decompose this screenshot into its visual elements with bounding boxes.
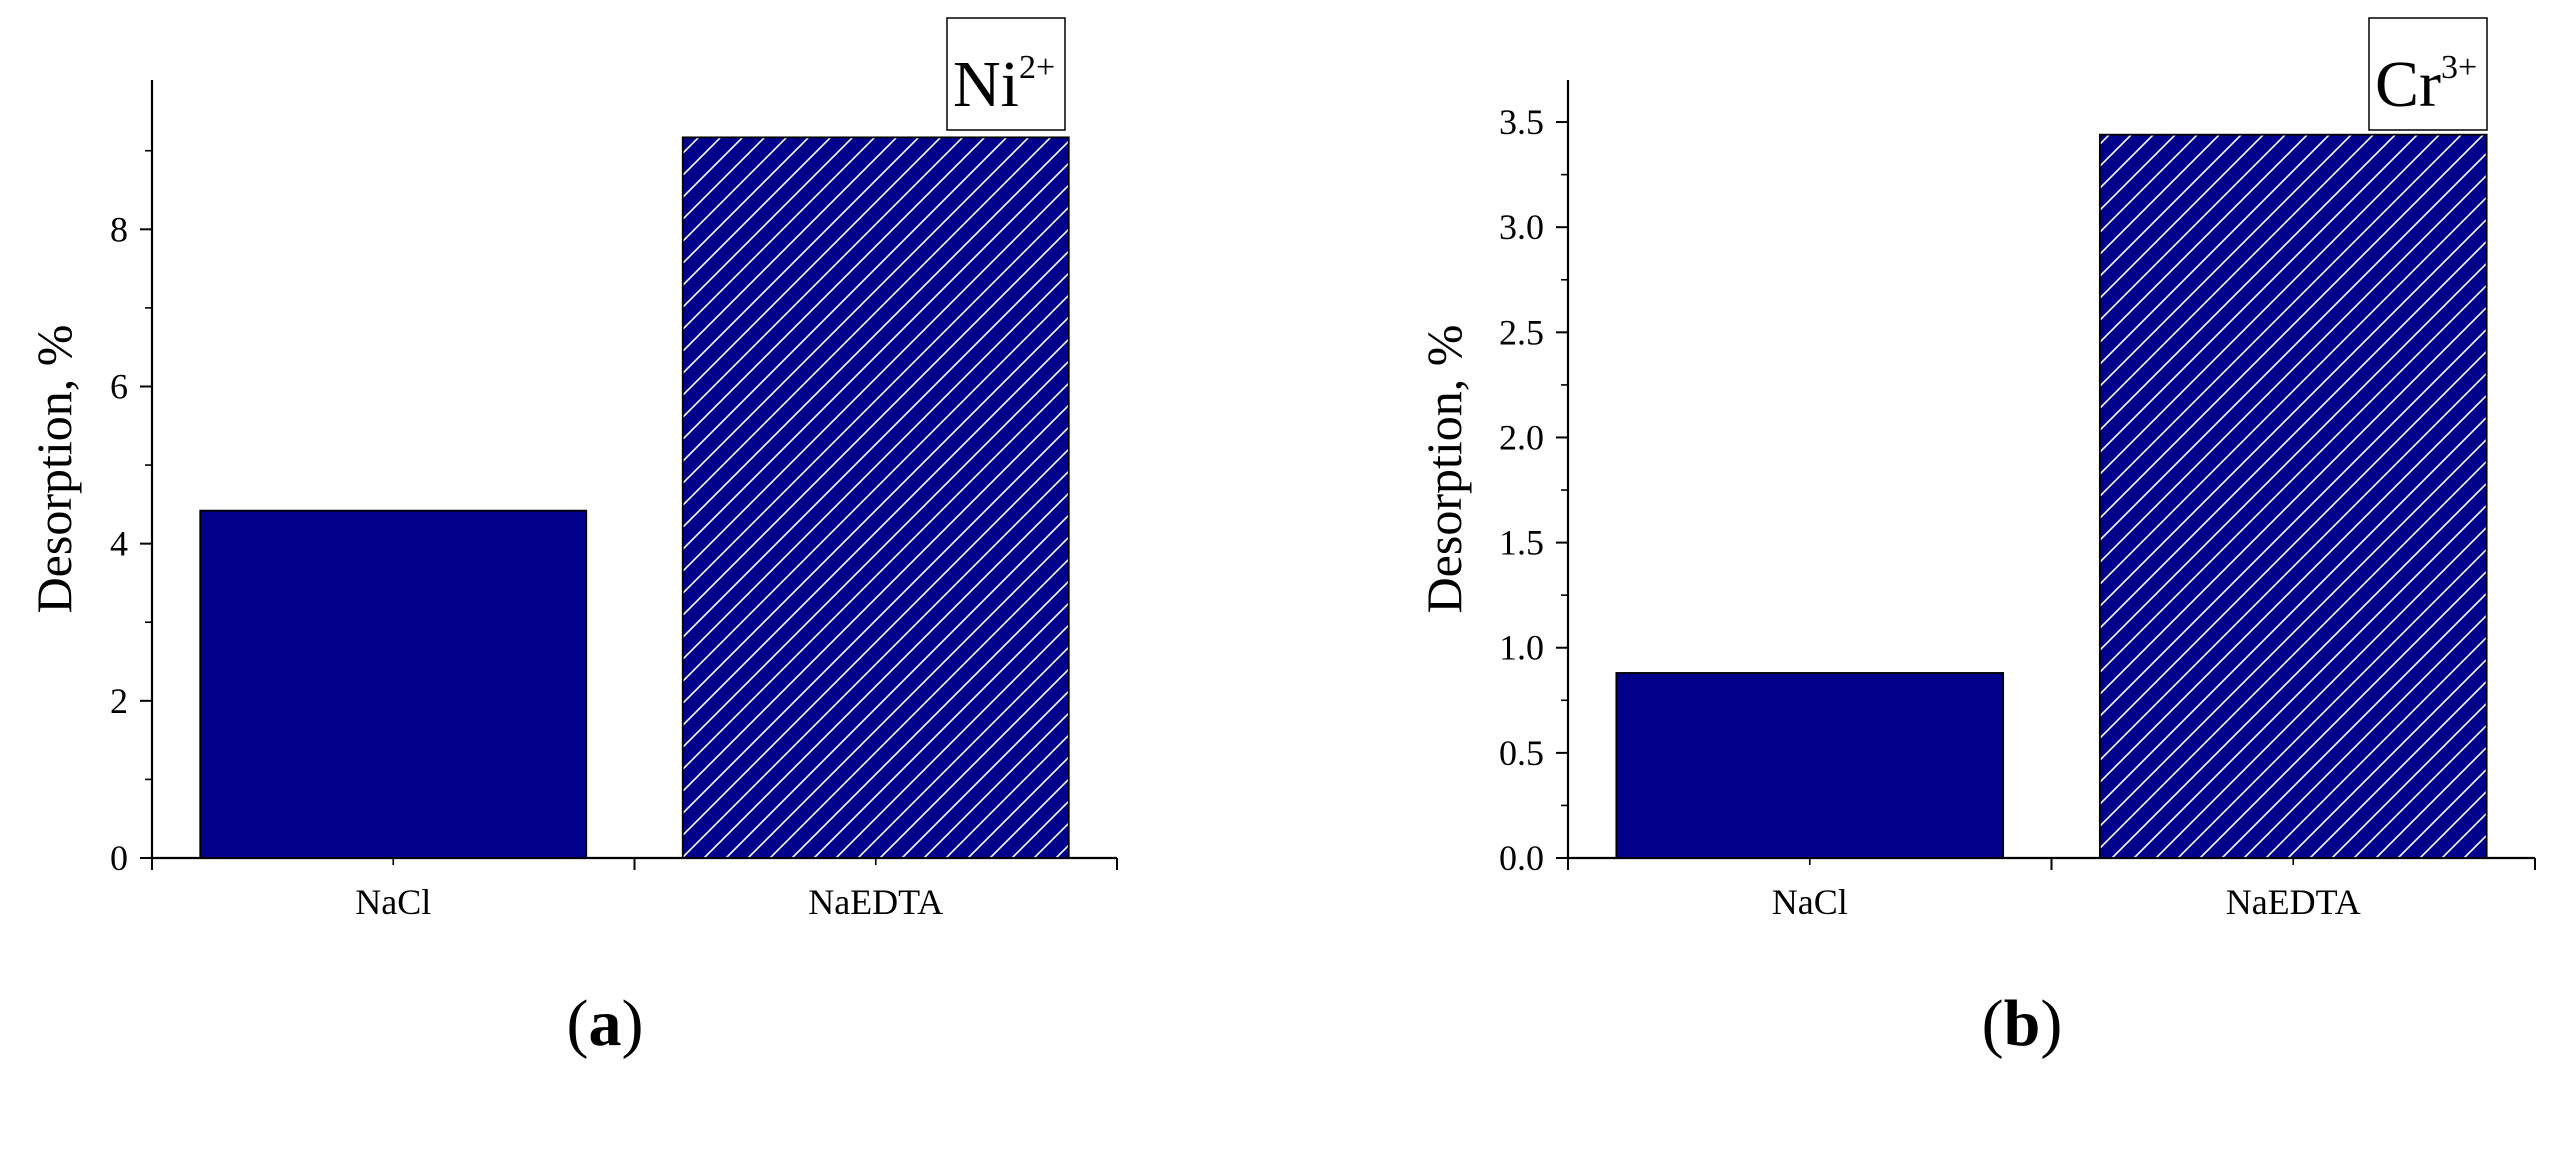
bar-chart-cr: 0.0 0.5 1.0 1.5 2.0 2.5 3.0 3.5 NaCl NaEDTA Deso… (1416, 17, 2536, 1060)
ion-symbol: Ni (953, 48, 1019, 121)
legend-frame (2368, 17, 2488, 131)
y-tick-label: 2.0 (1499, 417, 1544, 457)
panel-label: (b) (1982, 987, 2063, 1060)
y-tick-label: 0 (110, 838, 128, 878)
x-tick-label: NaEDTA (808, 882, 943, 922)
x-tick-label: NaCl (1772, 882, 1848, 922)
y-axis: 0.0 0.5 1.0 1.5 2.0 2.5 3.0 3.5 (1499, 80, 1570, 878)
bar-nacl (1615, 672, 2005, 859)
ion-legend-box: Cr3+ (2368, 17, 2488, 131)
ion-charge: 3+ (2441, 49, 2477, 86)
legend-frame (946, 17, 1066, 131)
bar-naedta (2098, 133, 2488, 859)
y-tick-label: 2 (110, 681, 128, 721)
y-tick-label: 6 (110, 366, 128, 406)
x-tick-label: NaCl (355, 882, 431, 922)
x-axis: NaCl NaEDTA (151, 856, 1118, 922)
panel-label-letter: a (589, 987, 622, 1060)
y-axis-title: Desorption, % (26, 325, 82, 614)
ion-label: Cr3+ (2375, 48, 2477, 121)
x-ticks: NaCl NaEDTA (1567, 858, 2536, 922)
bar-naedta (681, 136, 1070, 859)
y-ticks: 0 2 4 6 8 (110, 149, 152, 878)
x-ticks: NaCl NaEDTA (151, 858, 1118, 922)
panel-label-letter: b (2004, 987, 2041, 1060)
ion-label: Ni2+ (953, 48, 1055, 121)
panel-label-open: ( (567, 987, 589, 1060)
y-axis: 0 2 4 6 8 (110, 80, 154, 878)
bars (199, 136, 1070, 859)
ion-symbol: Cr (2375, 48, 2441, 121)
y-tick-label: 3.0 (1499, 207, 1544, 247)
bar-nacl (199, 509, 588, 859)
y-tick-label: 2.5 (1499, 312, 1544, 352)
x-axis: NaCl NaEDTA (1567, 856, 2536, 922)
y-tick-label: 4 (110, 524, 128, 564)
panel-label-close: ) (622, 987, 644, 1060)
panel-label-open: ( (1982, 987, 2004, 1060)
y-axis-title: Desorption, % (1416, 325, 1472, 614)
ion-charge: 2+ (1019, 49, 1055, 86)
panel-label: (a) (567, 987, 644, 1060)
x-tick-label: NaEDTA (2226, 882, 2361, 922)
y-tick-label: 1.0 (1499, 628, 1544, 668)
bar-chart-ni: 0 2 4 6 8 NaCl NaEDTA Desorption, % Ni2+ (a) (26, 17, 1118, 1060)
y-tick-label: 8 (110, 209, 128, 249)
bars (1615, 133, 2488, 859)
y-tick-label: 0.5 (1499, 733, 1544, 773)
ion-legend-box: Ni2+ (946, 17, 1066, 131)
y-tick-label: 0.0 (1499, 838, 1544, 878)
y-tick-label: 3.5 (1499, 102, 1544, 142)
y-tick-label: 1.5 (1499, 523, 1544, 563)
panel-label-close: ) (2040, 987, 2062, 1060)
y-ticks: 0.0 0.5 1.0 1.5 2.0 2.5 3.0 3.5 (1499, 102, 1568, 878)
